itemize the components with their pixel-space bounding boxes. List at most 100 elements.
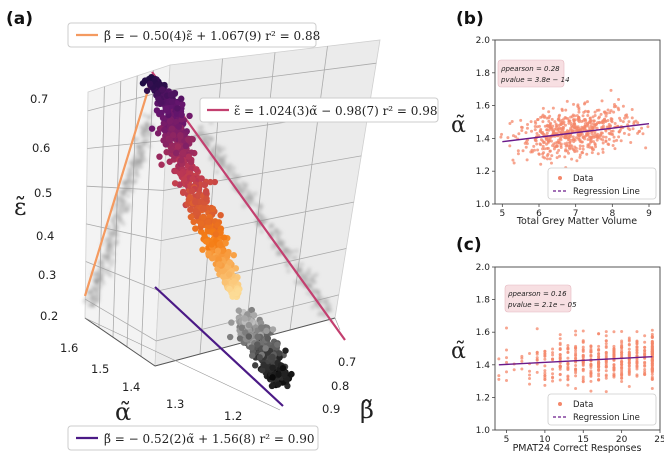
data-point-3d [154, 130, 162, 137]
scatter-point [589, 349, 593, 353]
grid-line-z [86, 201, 354, 241]
scatter-point [620, 362, 624, 366]
scatter-point [628, 128, 632, 132]
scatter-point [576, 133, 580, 137]
scatter-point [612, 135, 616, 139]
scatter-point [559, 138, 563, 142]
data-point-3d [212, 231, 220, 238]
panel-c-regression-line [498, 355, 653, 366]
shadow-point-right [231, 170, 236, 176]
shadow-point-left [96, 283, 102, 289]
scatter-point [551, 358, 555, 362]
shadow-point-right [226, 164, 231, 169]
data-point-3d [175, 123, 183, 130]
scatter-point [566, 344, 570, 348]
scatter-point [543, 147, 547, 151]
shadow-point-left [91, 297, 97, 302]
panel-b-rho: ρpearson = 0.28 [501, 65, 560, 73]
scatter-point [581, 355, 585, 359]
scatter-point [536, 148, 540, 152]
scatter-point [550, 154, 554, 158]
floor-projection-point [254, 333, 261, 341]
panel-c-rho: ρpearson = 0.16 [508, 290, 567, 298]
floor-projection-point [245, 321, 253, 329]
shadow-point-right [236, 183, 241, 189]
scatter-point [555, 124, 559, 128]
scatter-point [589, 363, 593, 367]
scatter-point [587, 142, 591, 146]
scatter-point [592, 119, 596, 123]
scatter-point [574, 351, 578, 355]
scatter-point [520, 359, 524, 363]
panel-b-y-ticks: 1.0 1.2 1.4 1.6 1.8 2.0 [476, 36, 495, 210]
scatter-point [597, 332, 601, 336]
scatter-point [635, 348, 639, 352]
scatter-point [521, 149, 525, 153]
scatter-point [568, 140, 572, 144]
scatter-point [604, 330, 608, 334]
x-tick-label: 9 [646, 209, 652, 219]
scatter-point [650, 361, 654, 365]
scatter-point [604, 344, 608, 348]
data-point-3d [193, 209, 201, 216]
shadow-point-left [94, 293, 100, 299]
z-tick-0.3: 0.3 [38, 268, 56, 282]
data-point-3d [203, 195, 210, 202]
scatter-point [545, 124, 549, 128]
scatter-point [552, 147, 556, 151]
data-point-3d [199, 214, 207, 221]
floor-projection-point [275, 371, 282, 378]
shadow-point-left [127, 187, 132, 193]
shadow-point-right [262, 218, 267, 224]
scatter-point [609, 109, 613, 113]
scatter-point [574, 371, 578, 375]
shadow-point-left [143, 121, 148, 127]
scatter-point [607, 125, 611, 129]
scatter-point [599, 112, 603, 116]
scatter-point [589, 389, 593, 393]
data-point-3d [219, 247, 226, 255]
scatter-point [541, 144, 545, 148]
scatter-point [576, 103, 580, 107]
floor-projection-point [269, 364, 276, 371]
scatter-point [566, 356, 570, 360]
panel-c-pvalue: pvalue = 2.1e − 05 [507, 301, 577, 309]
scatter-point [548, 149, 552, 153]
shadow-point-right [325, 307, 330, 313]
data-point-3d [187, 206, 194, 213]
shadow-point-right [231, 165, 236, 171]
data-point-3d [193, 166, 200, 173]
shadow-point-left [142, 133, 148, 139]
panel-c-stats-box: ρpearson = 0.16 pvalue = 2.1e − 05 [504, 284, 577, 313]
scatter-point [589, 374, 593, 378]
shadow-point-right [245, 191, 251, 197]
scatter-point [650, 340, 654, 344]
scatter-point [546, 152, 550, 156]
scatter-point [617, 135, 621, 139]
scatter-point [621, 104, 625, 108]
shadow-point-right [317, 293, 322, 299]
data-point-3d [187, 158, 195, 166]
scatter-point [585, 124, 589, 128]
shadow-point-left [95, 298, 100, 304]
shadow-point-right [252, 191, 258, 196]
scatter-point [565, 141, 569, 145]
scatter-point [572, 102, 576, 106]
scatter-point [578, 155, 582, 159]
scatter-point [643, 334, 647, 338]
data-point-3d [158, 161, 165, 168]
scatter-point [631, 127, 635, 131]
scatter-point [552, 129, 556, 133]
scatter-point [581, 347, 585, 351]
y-tick-label: 1.0 [476, 426, 491, 436]
shadow-point-left [120, 192, 126, 197]
scatter-point [548, 137, 552, 141]
shadow-point-left [113, 225, 119, 231]
floor-projection-point [236, 335, 244, 342]
scatter-point [571, 135, 575, 139]
shadow-point-left [90, 302, 96, 308]
scatter-point [541, 106, 545, 110]
shadow-point-left [143, 127, 149, 133]
scatter-point [620, 353, 624, 357]
scatter-point [650, 359, 654, 363]
